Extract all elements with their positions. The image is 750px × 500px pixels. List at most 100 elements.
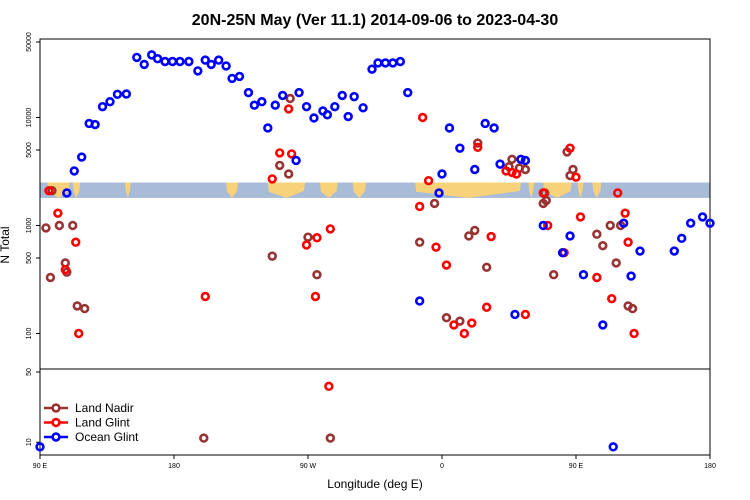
x-tick-label: 90 E [33, 463, 48, 470]
point-ocean-glint [270, 100, 280, 110]
point-ocean-glint [495, 159, 505, 169]
land-shape [352, 182, 367, 198]
point-ocean-glint [206, 59, 216, 70]
point-land-nadir [429, 198, 440, 209]
lower-panel-frame [39, 368, 711, 456]
point-ocean-glint [489, 123, 499, 133]
point-ocean-glint [337, 90, 347, 101]
point-land-glint [417, 112, 428, 123]
point-land-nadir [325, 433, 336, 443]
point-ocean-glint [132, 52, 142, 63]
legend-item-ocean-glint: Ocean Glint [44, 430, 139, 444]
point-ocean-glint [294, 87, 304, 98]
land-shape [543, 182, 572, 198]
legend-item-land-glint: Land Glint [44, 416, 130, 430]
point-ocean-glint [97, 101, 108, 112]
point-land-nadir [45, 272, 56, 283]
point-ocean-glint [121, 89, 132, 99]
x-tick-label: 90 E [569, 463, 584, 470]
point-land-glint [629, 328, 639, 339]
point-ocean-glint [557, 247, 568, 258]
point-land-nadir [611, 258, 621, 268]
point-land-nadir [79, 303, 90, 314]
point-ocean-glint [301, 101, 312, 112]
point-land-glint [481, 302, 492, 312]
legend-marker [51, 403, 61, 413]
point-ocean-glint [213, 55, 224, 65]
point-land-glint [543, 220, 553, 231]
point-ocean-glint [705, 218, 715, 228]
chart-title: 20N-25N May (Ver 11.1) 2014-09-06 to 202… [192, 12, 559, 29]
point-ocean-glint [263, 123, 273, 133]
point-land-glint [414, 201, 425, 212]
point-land-glint [467, 318, 477, 328]
point-ocean-glint [618, 218, 629, 228]
point-ocean-glint [35, 442, 45, 452]
point-land-nadir [520, 164, 531, 175]
point-ocean-glint [608, 442, 618, 452]
point-ocean-glint [434, 188, 444, 198]
point-ocean-glint [403, 87, 413, 98]
point-land-nadir [72, 301, 82, 311]
point-land-nadir [41, 223, 51, 233]
point-land-glint [473, 142, 483, 152]
point-ocean-glint [291, 155, 301, 166]
point-ocean-glint [257, 97, 267, 107]
series-ocean-glint [35, 50, 715, 452]
point-land-glint [538, 188, 548, 198]
point-ocean-glint [367, 64, 377, 74]
point-land-nadir [605, 220, 615, 231]
point-ocean-glint [480, 118, 490, 129]
point-ocean-glint [578, 270, 589, 280]
y-tick-label: 500 [26, 252, 33, 264]
point-land-nadir [507, 154, 517, 165]
point-land-glint [60, 264, 71, 275]
y-tick-label: 5000 [26, 142, 33, 158]
land-shape [319, 182, 338, 198]
y-tick-label: 50000 [26, 32, 33, 52]
point-ocean-glint [470, 164, 480, 175]
point-land-glint [623, 237, 633, 247]
land-shape [124, 182, 131, 198]
land-shape [528, 182, 535, 198]
point-land-glint [441, 260, 452, 270]
point-ocean-glint [538, 220, 548, 231]
point-land-nadir [285, 93, 295, 104]
point-land-nadir [283, 169, 294, 179]
point-ocean-glint [243, 87, 254, 98]
point-land-nadir [275, 160, 285, 171]
point-ocean-glint [510, 309, 520, 320]
point-ocean-glint [520, 155, 531, 166]
point-ocean-glint [175, 56, 185, 67]
point-land-nadir [199, 433, 209, 443]
point-ocean-glint [309, 113, 319, 123]
point-ocean-glint [343, 111, 353, 122]
x-tick-label: 90 W [300, 463, 317, 470]
point-land-glint [310, 291, 321, 302]
point-land-glint [575, 212, 586, 222]
point-land-glint [565, 143, 575, 153]
point-ocean-glint [677, 233, 687, 244]
point-land-nadir [548, 270, 559, 280]
point-ocean-glint [90, 119, 100, 130]
point-land-glint [612, 188, 623, 198]
point-ocean-glint [330, 101, 340, 112]
point-land-nadir [441, 313, 452, 323]
point-land-glint [511, 169, 522, 179]
y-tick-label: 100 [26, 328, 33, 340]
point-land-glint [312, 233, 322, 243]
x-axis-title: Longitude (deg E) [327, 477, 422, 491]
point-ocean-glint [139, 59, 149, 70]
point-ocean-glint [598, 320, 608, 330]
land-shape [226, 182, 239, 198]
land-strip [40, 182, 710, 198]
point-land-nadir [541, 195, 551, 206]
legend-item-land-nadir: Land Nadir [44, 401, 134, 415]
point-land-nadir [414, 237, 425, 247]
land-shape [72, 182, 81, 198]
point-ocean-glint [184, 56, 194, 67]
x-tick-label: 0 [440, 463, 444, 470]
